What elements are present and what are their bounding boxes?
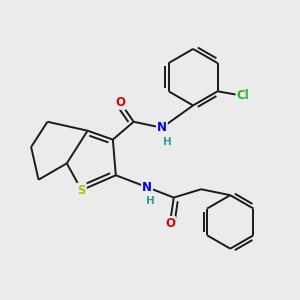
Text: Cl: Cl — [236, 89, 249, 102]
Text: S: S — [77, 184, 86, 196]
Text: O: O — [115, 96, 125, 109]
Text: N: N — [142, 181, 152, 194]
Text: H: H — [163, 137, 172, 147]
Text: H: H — [146, 196, 155, 206]
Text: O: O — [165, 217, 175, 230]
Text: N: N — [157, 121, 167, 134]
